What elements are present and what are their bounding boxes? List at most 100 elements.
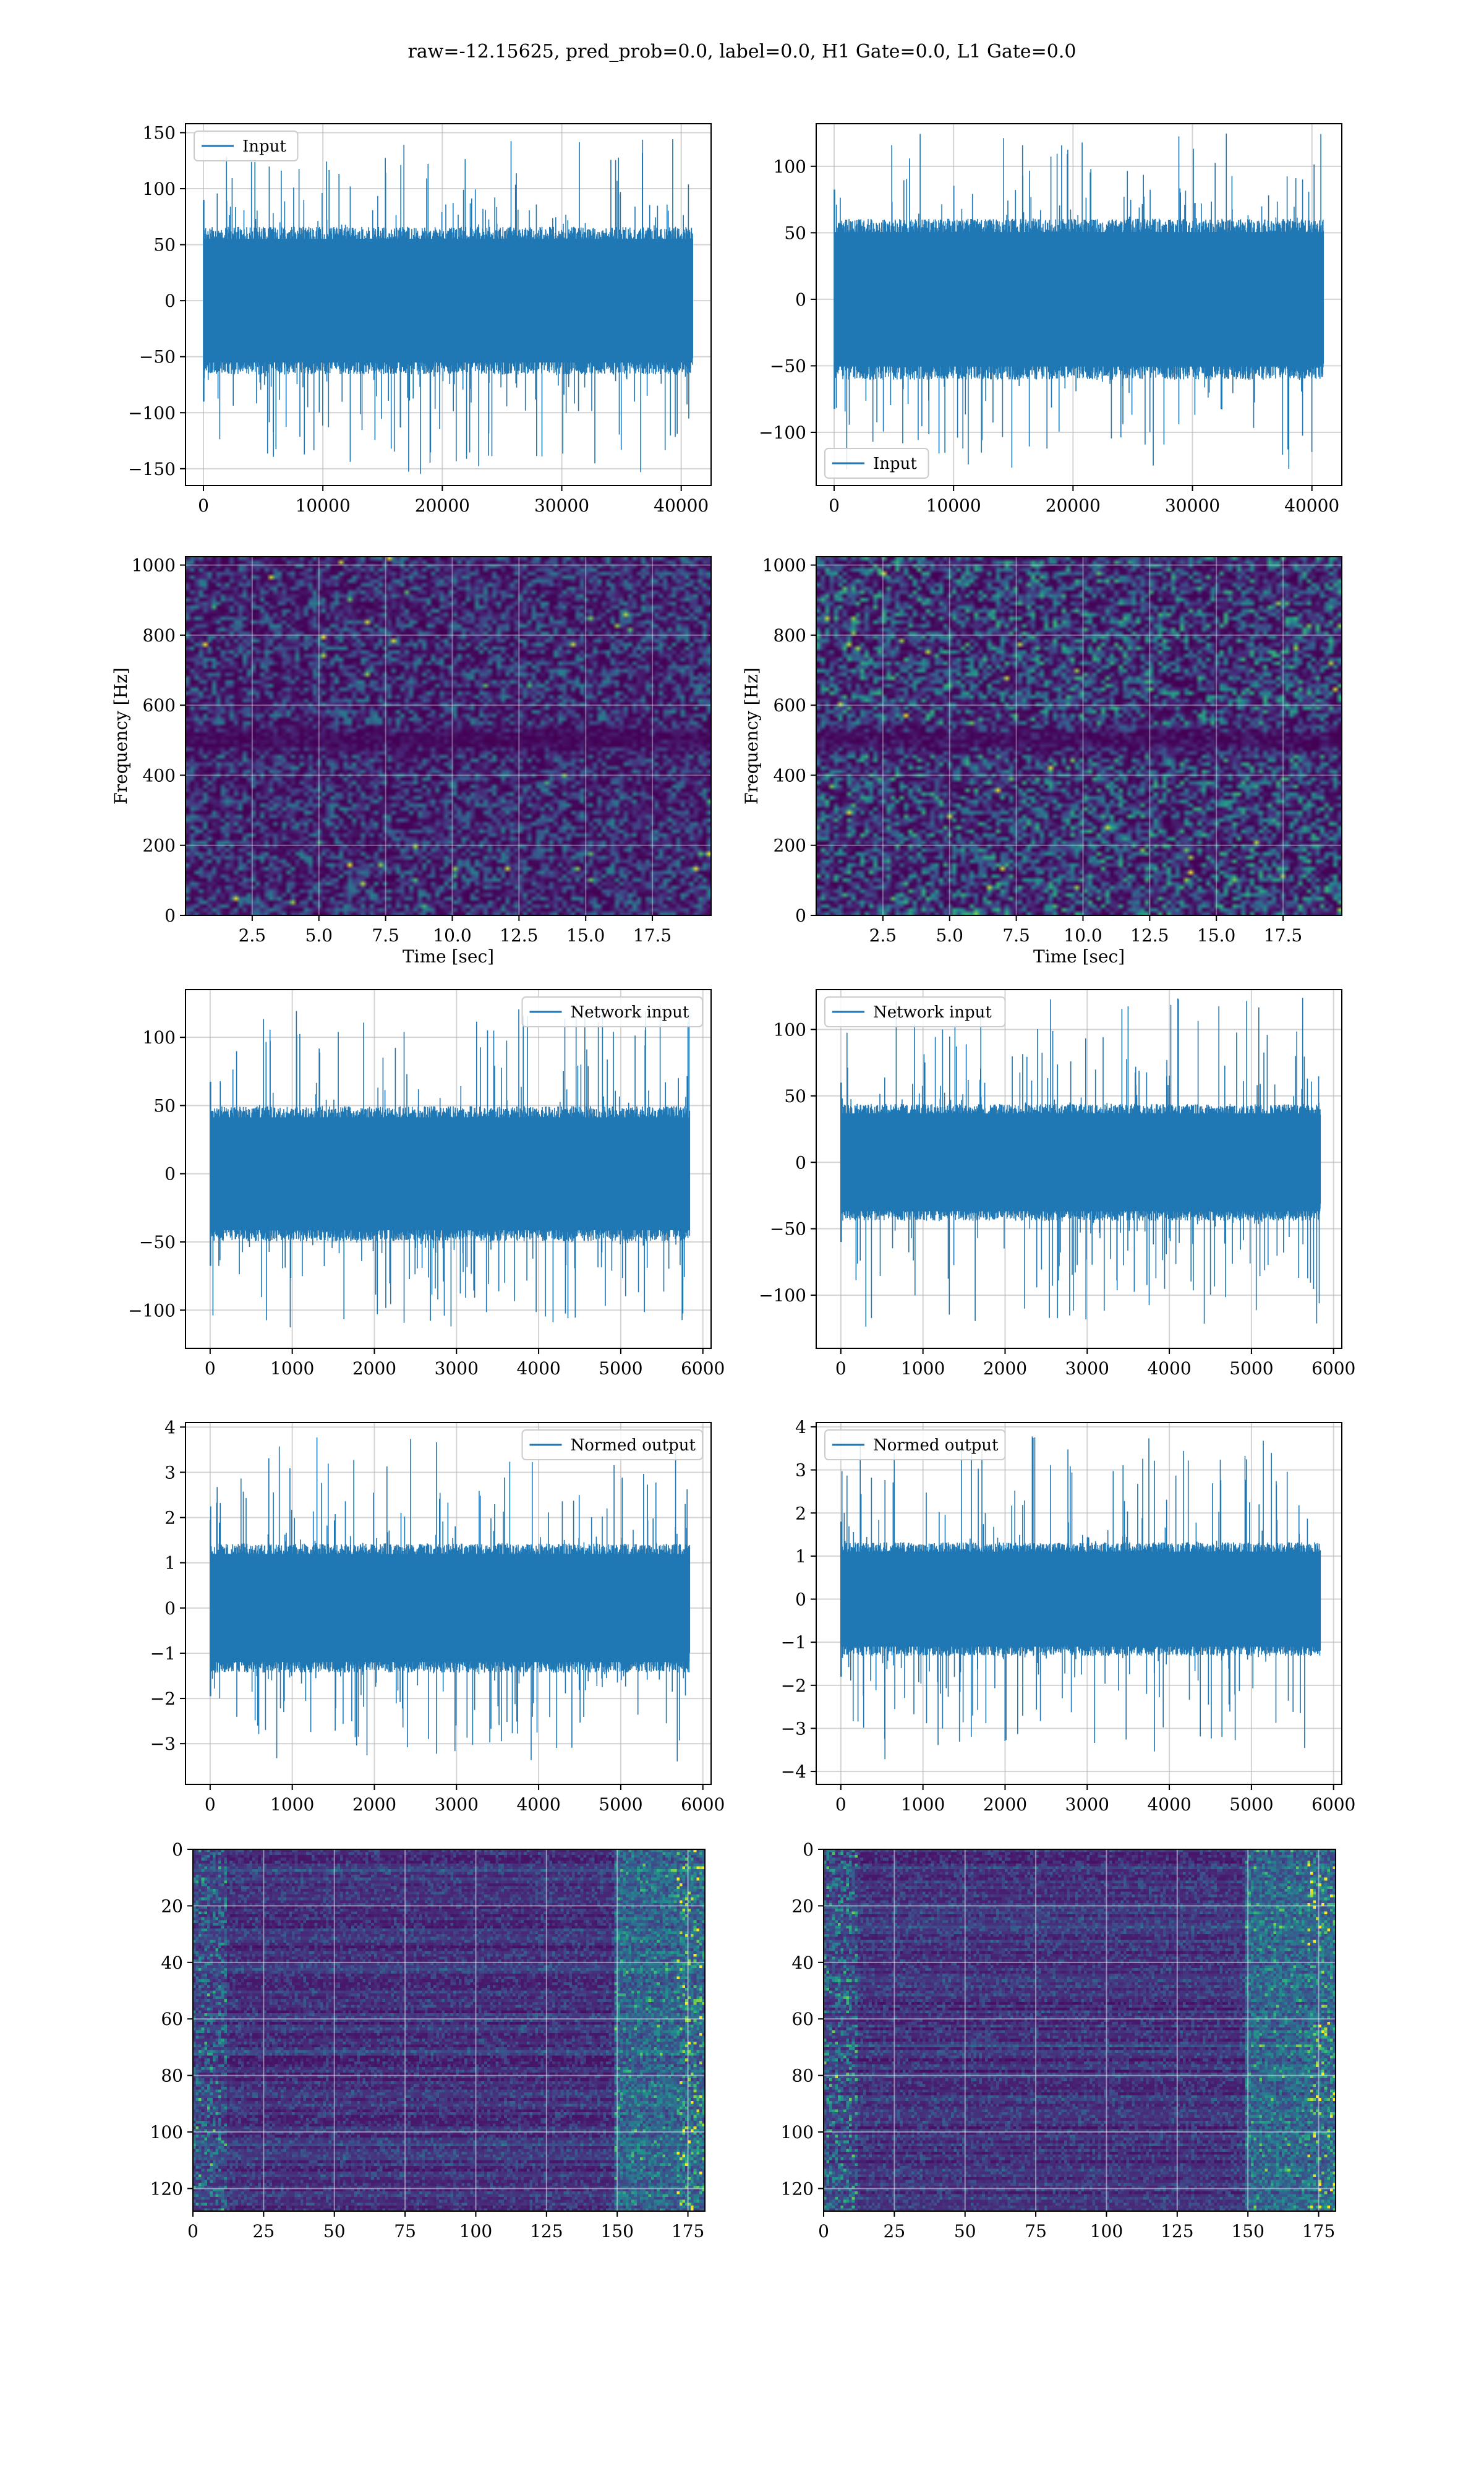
legend-box xyxy=(521,1429,703,1460)
x-tick-label: 1000 xyxy=(901,1358,945,1379)
axes-frame-top xyxy=(816,123,1342,486)
y-tick-label: 1000 xyxy=(132,555,176,576)
y-tick-label: 2 xyxy=(164,1508,176,1528)
x-tick-label: 20000 xyxy=(1046,495,1101,516)
legend: Input xyxy=(824,448,929,479)
y-tick-label: 3 xyxy=(164,1462,176,1483)
y-tick-label: 100 xyxy=(143,1027,176,1048)
y-tick-label: −1 xyxy=(150,1643,176,1664)
x-tick-label: 0 xyxy=(829,495,840,516)
subplot-r1c1: 0 10000 20000 30000 40000 −150 −100 −50 0 50 100 15… xyxy=(128,122,712,516)
y-axis-label: Frequency [Hz] xyxy=(111,667,131,804)
y-tick-label: −100 xyxy=(128,1300,176,1320)
heatmap-image xyxy=(193,1849,705,2211)
axes-frame-top xyxy=(185,989,712,1349)
y-tick-label: 120 xyxy=(781,2178,814,2199)
x-tick-label: 75 xyxy=(394,2221,416,2241)
legend-box xyxy=(824,996,1006,1027)
x-tick-label: 3000 xyxy=(1065,1794,1109,1815)
spectrogram-image xyxy=(186,557,711,915)
x-tick-label: 150 xyxy=(1231,2221,1264,2241)
x-tick-label: 5.0 xyxy=(305,925,333,946)
legend-box xyxy=(521,996,703,1027)
y-tick-label: 50 xyxy=(784,223,806,243)
y-tick-label: 1000 xyxy=(762,555,806,576)
x-tick-label: 125 xyxy=(530,2221,563,2241)
y-tick-label: −100 xyxy=(128,403,176,423)
y-tick-label: 100 xyxy=(781,2122,814,2142)
y-tick-label: 200 xyxy=(774,836,806,856)
x-tick-label: 150 xyxy=(600,2221,633,2241)
x-tick-label: 0 xyxy=(205,1358,216,1379)
x-tick-label: 30000 xyxy=(534,495,589,516)
y-tick-label: −50 xyxy=(770,356,806,376)
y-tick-label: 0 xyxy=(164,291,176,311)
legend-label: Network input xyxy=(571,1003,689,1022)
y-tick-label: −3 xyxy=(781,1718,806,1739)
x-tick-label: 5000 xyxy=(599,1358,642,1379)
x-tick-label: 0 xyxy=(198,495,209,516)
x-tick-label: 4000 xyxy=(516,1794,560,1815)
x-tick-label: 6000 xyxy=(1311,1794,1355,1815)
x-tick-label: 10000 xyxy=(926,495,981,516)
y-tick-label: 50 xyxy=(784,1086,806,1106)
spectrogram-image xyxy=(816,557,1342,915)
y-tick-label: 20 xyxy=(791,1896,814,1916)
signal-line-lower xyxy=(210,1173,691,1328)
x-tick-label: 12.5 xyxy=(1130,925,1169,946)
signal-line-upper xyxy=(840,1436,1321,1599)
subplot-r4c2: 0 1000 2000 3000 4000 5000 6000 −4 −3 −2 −1 0 1 2 3 4 No… xyxy=(781,1417,1356,1815)
x-tick-label: 25 xyxy=(884,2221,906,2241)
y-tick-label: 50 xyxy=(153,1095,176,1116)
signal-line-upper xyxy=(840,998,1321,1163)
x-tick-label: 2000 xyxy=(352,1794,396,1815)
x-tick-label: 10000 xyxy=(296,495,351,516)
y-tick-label: 600 xyxy=(143,695,176,716)
signal-line-upper xyxy=(210,1437,691,1608)
y-tick-label: 800 xyxy=(143,625,176,646)
y-tick-label: 120 xyxy=(150,2178,183,2199)
y-tick-label: −150 xyxy=(128,459,176,479)
x-tick-label: 40000 xyxy=(654,495,709,516)
legend-label: Input xyxy=(873,455,917,473)
x-tick-label: 5.0 xyxy=(936,925,963,946)
y-tick-label: 400 xyxy=(143,765,176,785)
x-tick-label: 30000 xyxy=(1165,495,1220,516)
y-tick-label: 800 xyxy=(774,625,806,646)
y-tick-label: −100 xyxy=(759,1285,806,1306)
heatmap-image xyxy=(824,1849,1336,2211)
y-tick-label: 80 xyxy=(791,2066,814,2086)
x-tick-label: 0 xyxy=(818,2221,829,2241)
x-tick-label: 1000 xyxy=(901,1794,945,1815)
x-tick-label: 6000 xyxy=(681,1358,725,1379)
x-tick-label: 15.0 xyxy=(1197,925,1235,946)
signal-line-upper xyxy=(210,1003,691,1174)
signal-line-lower xyxy=(834,299,1324,469)
signal-line-upper xyxy=(203,139,693,301)
signal-line-upper xyxy=(834,133,1324,299)
x-tick-label: 0 xyxy=(187,2221,198,2241)
grid-layer: 0 1000 2000 3000 4000 5000 6000 −100 −50 0 50 100 xyxy=(128,989,725,1379)
y-tick-label: 40 xyxy=(161,1953,183,1973)
subplot-r4c1: 0 1000 2000 3000 4000 5000 6000 −3 −2 −1 0 1 2 3 4 Norm… xyxy=(150,1417,725,1815)
signal-line-lower xyxy=(203,301,693,474)
x-tick-label: 10.0 xyxy=(433,925,471,946)
y-tick-label: −50 xyxy=(139,347,176,367)
x-tick-label: 4000 xyxy=(1147,1358,1191,1379)
subplot-r5c2: 0 25 50 75 100 125 150 175 0 20 40 60 80 100 120 xyxy=(781,1839,1336,2241)
subplot-r5c1: 0 25 50 75 100 125 150 175 0 20 40 60 80 100 120 xyxy=(150,1839,706,2241)
x-tick-label: 40000 xyxy=(1284,495,1339,516)
legend: Normed output xyxy=(824,1429,1006,1460)
y-tick-label: 200 xyxy=(143,836,176,856)
y-tick-label: 3 xyxy=(795,1460,806,1481)
x-tick-label: 50 xyxy=(954,2221,976,2241)
x-tick-label: 0 xyxy=(835,1794,846,1815)
legend-label: Normed output xyxy=(873,1436,999,1455)
x-tick-label: 100 xyxy=(1090,2221,1123,2241)
y-tick-label: 50 xyxy=(153,235,176,255)
x-tick-label: 4000 xyxy=(1147,1794,1191,1815)
x-tick-label: 15.0 xyxy=(566,925,605,946)
subplot-r2c1: 2.5 5.0 7.5 10.0 12.5 15.0 17.5 0 200 400 600 800 10… xyxy=(111,555,712,967)
x-axis-label: Time [sec] xyxy=(403,946,494,967)
